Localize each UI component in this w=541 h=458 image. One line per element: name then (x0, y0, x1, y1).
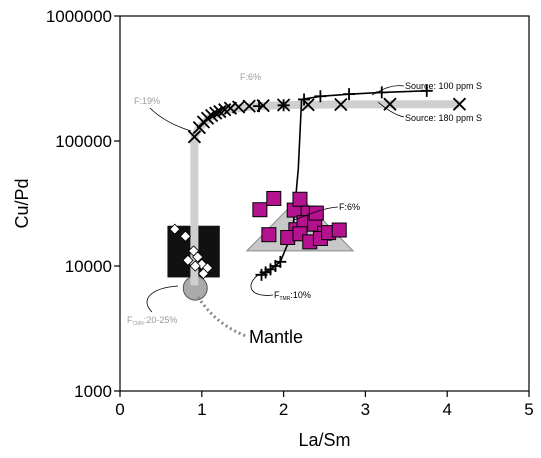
point-x (334, 97, 348, 112)
plot-frame (119, 15, 530, 392)
mantle-dotted-line (196, 296, 247, 338)
annotation-f6-gray: F:6% (240, 72, 261, 82)
annotation-f6-black: F:6% (339, 202, 360, 212)
point-diamond (192, 251, 204, 263)
point-diamond (169, 223, 181, 235)
curve-gray-band (190, 100, 460, 286)
y-tick-label: 1000000 (46, 7, 112, 26)
point-plus (420, 84, 433, 97)
point-plus (343, 88, 356, 101)
x-tick-label: 4 (442, 400, 451, 419)
point-plus (253, 100, 266, 113)
point-plus (259, 266, 272, 279)
leader-source-180 (377, 101, 405, 118)
point-x (209, 106, 223, 120)
leader-f19 (149, 107, 192, 132)
point-square (252, 202, 268, 218)
curve-black-line (261, 90, 427, 276)
point-x (452, 97, 467, 111)
x-tick-label: 5 (524, 400, 533, 419)
leader-f6-black (293, 206, 339, 221)
point-plus (274, 255, 287, 268)
x-tick-label: 1 (197, 400, 206, 419)
point-x (231, 100, 246, 114)
point-square (331, 222, 347, 238)
leader-fcmr (146, 285, 179, 313)
point-plus (277, 99, 290, 112)
y-tick-label: 1000 (74, 382, 112, 401)
leader-ftmr (250, 274, 274, 296)
point-diamond (189, 260, 201, 272)
point-plus (314, 90, 327, 103)
annotation-ftmr: FTMR:10% (274, 290, 311, 302)
annotation-mantle: Mantle (249, 327, 303, 347)
annotation-f19: F:19% (134, 96, 160, 106)
annotation-source-180: Source: 180 ppm S (405, 113, 482, 123)
x-axis-title: La/Sm (298, 430, 350, 450)
y-tick-label: 10000 (65, 257, 112, 276)
point-plus (298, 93, 311, 106)
y-tick-label: 100000 (55, 132, 112, 151)
point-diamond (179, 230, 192, 242)
annotation-fcmr: FCMR:20-25% (127, 315, 177, 327)
x-tick-label: 0 (115, 400, 124, 419)
point-x (204, 108, 219, 123)
point-square (308, 205, 324, 221)
leader-source-100 (371, 85, 405, 96)
point-square (266, 190, 282, 206)
x-tick-label: 3 (361, 400, 370, 419)
point-square (261, 227, 277, 243)
annotation-source-100: Source: 100 ppm S (405, 81, 482, 91)
point-x (187, 130, 202, 144)
point-diamond (197, 267, 210, 280)
leader-lines (146, 85, 405, 313)
axes: 0 1 2 3 4 5 1000 10000 100000 1000000 La/Sm Cu/Pd (12, 7, 534, 450)
point-diamond (182, 254, 194, 266)
data-points (169, 84, 467, 281)
x-tick-label: 2 (279, 400, 288, 419)
point-square (292, 191, 308, 207)
y-axis-title: Cu/Pd (12, 178, 32, 228)
point-x (242, 99, 256, 113)
